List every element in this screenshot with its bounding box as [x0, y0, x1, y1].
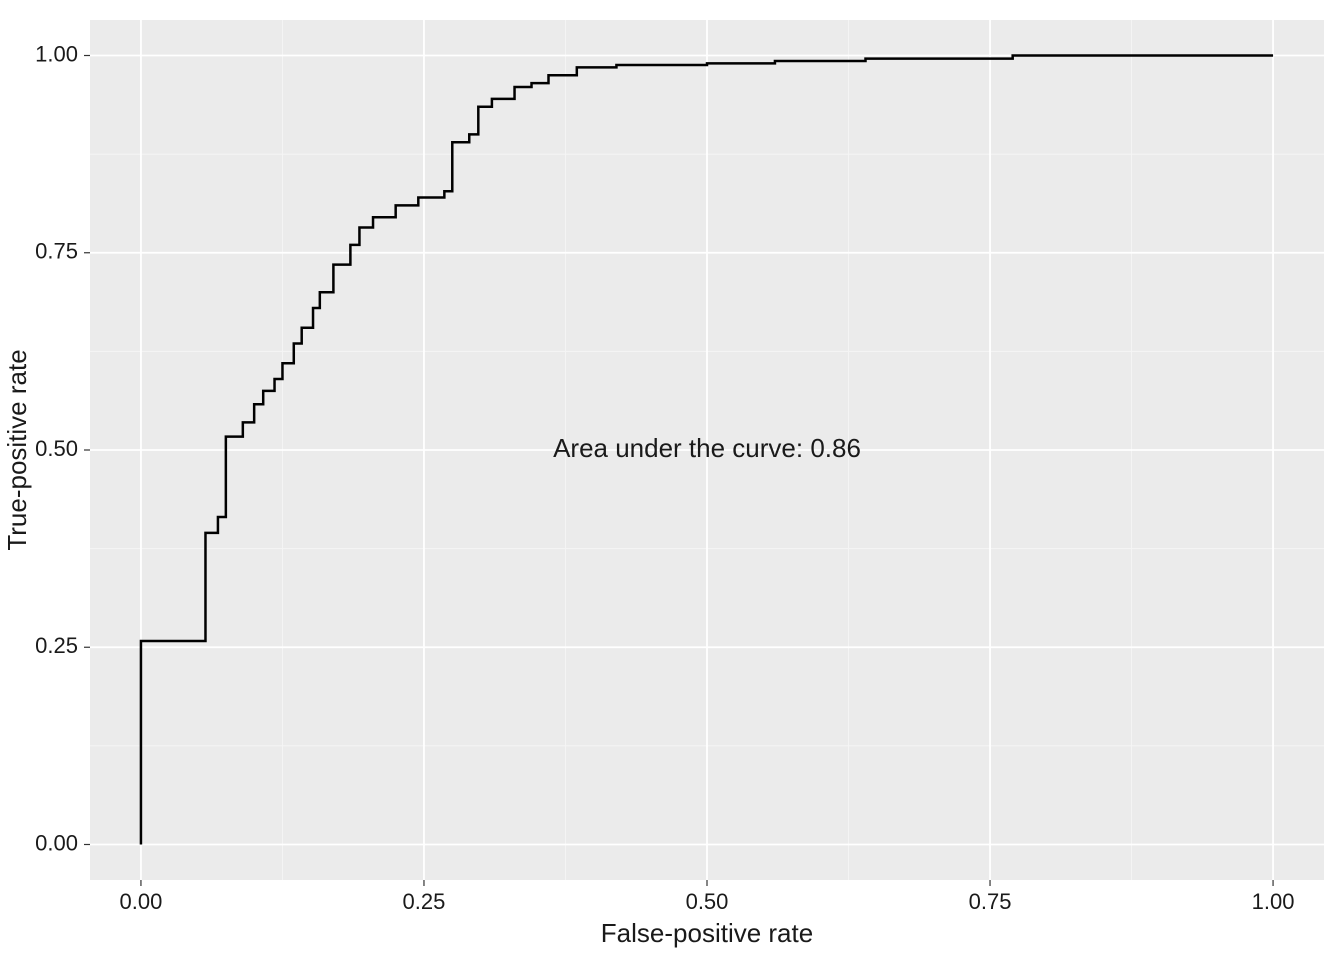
- y-tick-label: 0.00: [35, 830, 78, 855]
- x-tick-label: 0.50: [686, 889, 729, 914]
- y-tick-label: 0.25: [35, 633, 78, 658]
- y-tick-label: 1.00: [35, 41, 78, 66]
- y-tick-label: 0.75: [35, 239, 78, 264]
- x-tick-label: 0.75: [969, 889, 1012, 914]
- x-tick-label: 1.00: [1252, 889, 1295, 914]
- x-axis-label: False-positive rate: [601, 918, 813, 948]
- y-tick-label: 0.50: [35, 436, 78, 461]
- x-tick-label: 0.00: [120, 889, 163, 914]
- y-axis-label: True-positive rate: [2, 349, 32, 550]
- x-tick-label: 0.25: [403, 889, 446, 914]
- auc-annotation: Area under the curve: 0.86: [553, 433, 861, 463]
- roc-chart: Area under the curve: 0.86 0.00 0.25 0.50 0.…: [0, 0, 1344, 960]
